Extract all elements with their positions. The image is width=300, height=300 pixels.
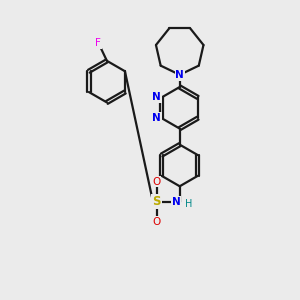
Text: F: F	[95, 38, 101, 48]
Text: N: N	[172, 197, 181, 207]
Text: N: N	[152, 92, 161, 102]
Text: N: N	[152, 113, 161, 123]
Text: N: N	[175, 70, 184, 80]
Text: S: S	[152, 195, 161, 208]
Text: O: O	[152, 217, 161, 227]
Text: H: H	[185, 199, 192, 209]
Text: O: O	[152, 176, 161, 187]
